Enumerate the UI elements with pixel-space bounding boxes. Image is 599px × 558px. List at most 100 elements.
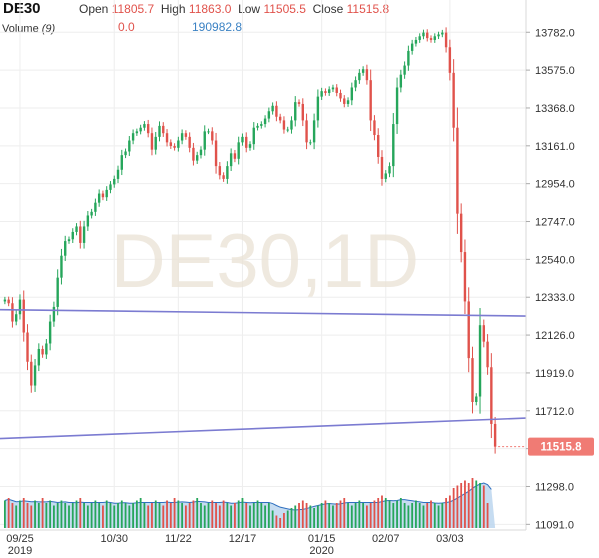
volume-bar bbox=[3, 500, 6, 528]
volume-bar bbox=[162, 505, 165, 528]
candle-body bbox=[229, 153, 233, 167]
time-tick-label: 12/17 bbox=[229, 533, 257, 545]
volume-bar bbox=[328, 503, 331, 528]
candle-body bbox=[105, 189, 108, 198]
volume-bar bbox=[305, 503, 308, 528]
candle-body bbox=[173, 146, 176, 148]
candle-body bbox=[64, 241, 67, 256]
volume-bar bbox=[369, 503, 372, 528]
price-tick-label: 11919.0 bbox=[535, 368, 574, 380]
time-tick-label: 10/30 bbox=[100, 533, 128, 545]
candle-body bbox=[196, 155, 199, 161]
time-tick-label: 03/03 bbox=[436, 533, 464, 545]
candle-body bbox=[154, 136, 157, 150]
candle-body bbox=[52, 306, 56, 322]
volume-bar bbox=[56, 503, 59, 528]
candle-body bbox=[241, 136, 244, 143]
price-axis: 11091.0 11298.0 11712.0 11919.0 12126.0 12333… bbox=[525, 0, 575, 531]
open-value: 11805.7 bbox=[111, 2, 155, 16]
candle-body bbox=[90, 211, 93, 216]
volume-bar bbox=[347, 503, 349, 528]
candle-body bbox=[162, 125, 165, 134]
candle-body bbox=[131, 133, 135, 141]
candle-body bbox=[218, 166, 222, 176]
trendline bbox=[0, 417, 527, 440]
volume-bar bbox=[98, 503, 101, 528]
candle-body bbox=[305, 120, 308, 143]
candle-body bbox=[422, 32, 425, 37]
price-tick-label: 11091.0 bbox=[535, 519, 574, 531]
volume-bar bbox=[437, 505, 440, 528]
candle-body bbox=[444, 32, 448, 48]
volume-bar bbox=[207, 503, 210, 528]
last-price-box bbox=[528, 437, 594, 456]
volume-bar bbox=[471, 478, 474, 528]
volume-bar bbox=[335, 503, 338, 528]
candle-body bbox=[452, 72, 455, 128]
volume-bar bbox=[45, 503, 48, 528]
volume-bar bbox=[132, 503, 134, 528]
candle-body bbox=[486, 341, 489, 368]
volume-bar bbox=[245, 503, 248, 528]
candle-body bbox=[316, 96, 320, 121]
volume-bar bbox=[15, 505, 18, 528]
volume-bar bbox=[324, 500, 327, 528]
candle-body bbox=[165, 133, 169, 143]
candle-body bbox=[373, 120, 376, 136]
symbol-title: DE30 bbox=[3, 0, 41, 17]
candle-body bbox=[278, 116, 282, 121]
trendlines bbox=[0, 308, 527, 440]
volume-bar bbox=[343, 498, 346, 528]
volume-bar bbox=[396, 500, 398, 528]
candle-body bbox=[426, 32, 429, 39]
volume-bar bbox=[147, 505, 150, 528]
candle-body bbox=[327, 89, 331, 93]
candle-body bbox=[380, 156, 384, 179]
volume-bar bbox=[196, 498, 199, 528]
volume-bar bbox=[358, 500, 361, 528]
candle-body bbox=[392, 124, 395, 167]
candle-body bbox=[79, 226, 82, 243]
candle-body bbox=[267, 111, 271, 119]
candle-body bbox=[335, 87, 338, 93]
volume-bar bbox=[143, 503, 146, 528]
candle-body bbox=[433, 36, 436, 40]
close-label: Close bbox=[312, 2, 344, 16]
candle-body bbox=[369, 80, 372, 121]
candle-body bbox=[150, 133, 154, 150]
trendline bbox=[0, 308, 527, 317]
volume-bar bbox=[445, 498, 447, 528]
volume-bar bbox=[94, 500, 97, 528]
candle-body bbox=[339, 92, 342, 99]
volume-bar bbox=[53, 505, 55, 528]
candle-body bbox=[116, 169, 120, 179]
price-tick-label: 13575.0 bbox=[535, 65, 575, 77]
candle-body bbox=[459, 213, 463, 253]
volume-bar bbox=[392, 503, 395, 528]
candle-body bbox=[482, 325, 486, 342]
volume-bar bbox=[173, 498, 176, 528]
volume-bar bbox=[151, 503, 153, 528]
time-tick-label: 02/07 bbox=[372, 533, 400, 545]
volume-bar bbox=[260, 503, 263, 528]
candle-body bbox=[294, 102, 297, 121]
volume-bar bbox=[203, 505, 206, 528]
candle-body bbox=[410, 43, 414, 51]
volume-bar bbox=[211, 500, 214, 528]
volume-bar bbox=[286, 510, 289, 528]
volume-bar bbox=[30, 505, 33, 528]
candle-body bbox=[214, 140, 218, 167]
volume-bar bbox=[403, 503, 406, 528]
candle-body bbox=[493, 423, 497, 447]
volume-bar bbox=[256, 500, 259, 528]
candle-body bbox=[60, 255, 63, 278]
watermark: DE30,1D bbox=[111, 219, 419, 304]
candle-body bbox=[207, 131, 210, 133]
candle-body bbox=[403, 65, 406, 75]
candle-body bbox=[75, 226, 78, 232]
volume-bar bbox=[34, 500, 36, 528]
candle-body bbox=[331, 87, 335, 90]
candle-body bbox=[358, 72, 361, 81]
volume-bar bbox=[279, 518, 282, 528]
